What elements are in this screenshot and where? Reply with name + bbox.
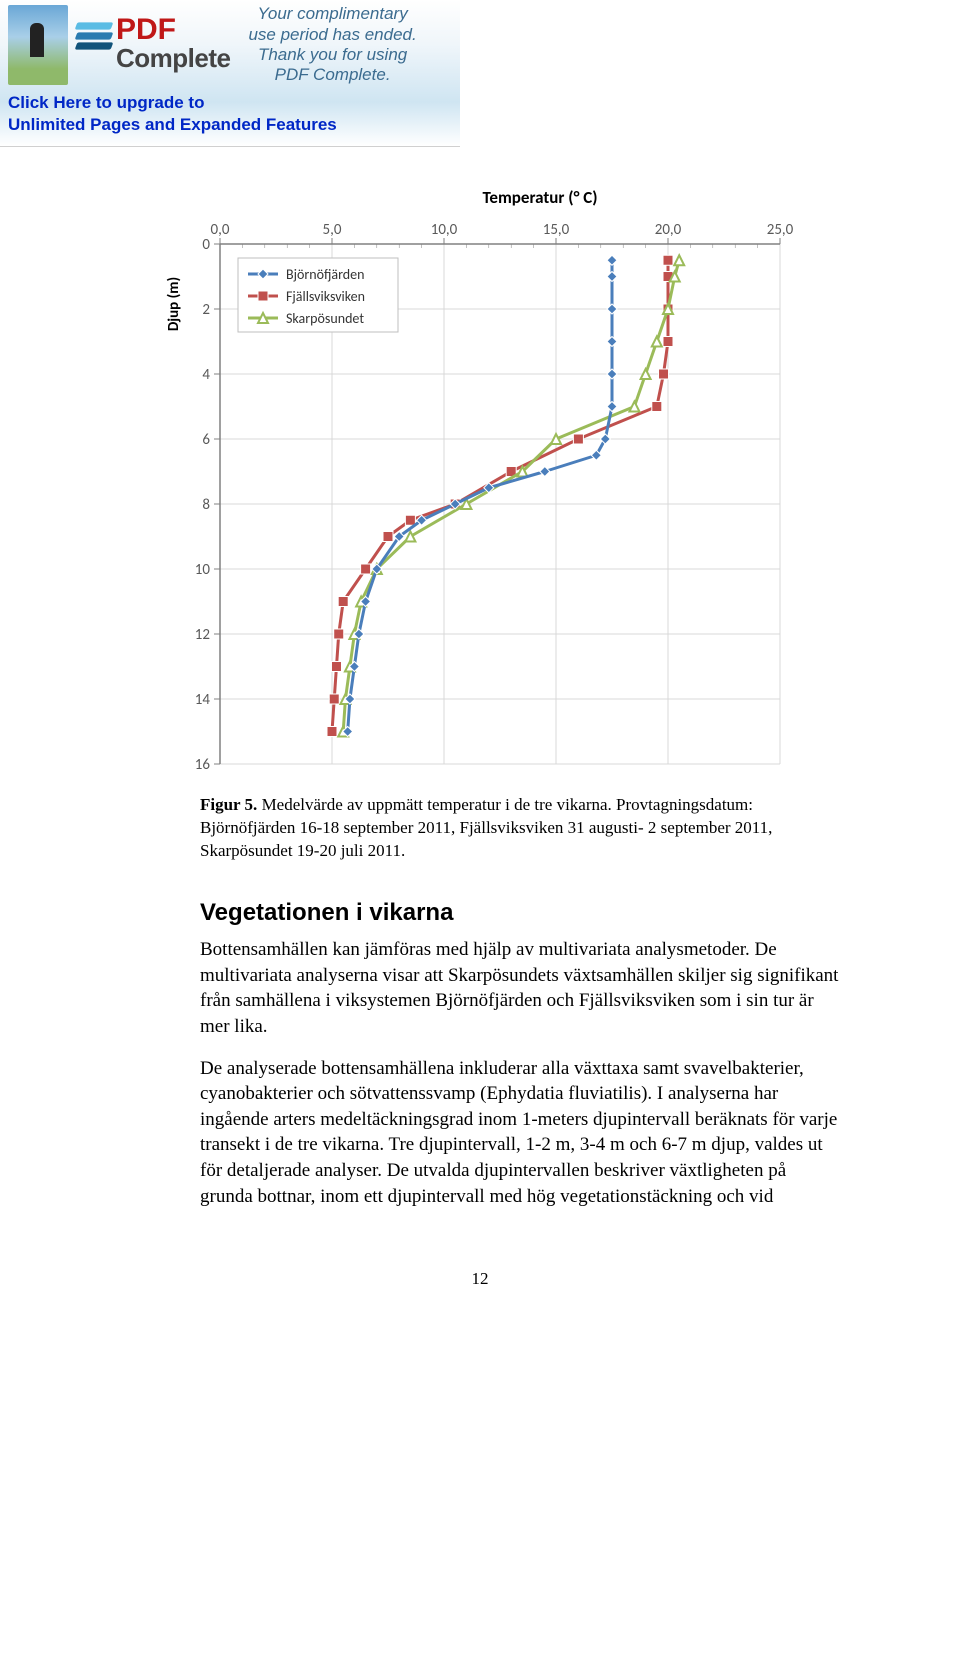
pdf-complete-banner: PDF Complete Your complimentary use peri… bbox=[0, 0, 460, 147]
figure-caption: Figur 5. Medelvärde av uppmätt temperatu… bbox=[200, 794, 840, 863]
svg-text:6: 6 bbox=[202, 431, 210, 449]
svg-text:20,0: 20,0 bbox=[655, 221, 682, 239]
chart-title: Temperatur (° C) bbox=[220, 187, 860, 208]
svg-text:5,0: 5,0 bbox=[323, 221, 342, 239]
svg-text:8: 8 bbox=[202, 496, 210, 514]
chart-container: Temperatur (° C) 0,05,010,015,020,025,00… bbox=[160, 187, 860, 774]
svg-text:Fjällsviksviken: Fjällsviksviken bbox=[286, 288, 365, 305]
banner-msg-line: Your complimentary bbox=[248, 4, 416, 24]
banner-msg-line: Thank you for using bbox=[248, 45, 416, 65]
banner-logo: PDF Complete bbox=[76, 16, 230, 74]
svg-text:14: 14 bbox=[195, 691, 211, 709]
banner-bottom: Click Here to upgrade to Unlimited Pages… bbox=[0, 90, 460, 146]
banner-msg-line: PDF Complete. bbox=[248, 65, 416, 85]
svg-text:Skarpösundet: Skarpösundet bbox=[286, 310, 364, 327]
paragraph-2: De analyserade bottensamhällena inkluder… bbox=[200, 1056, 840, 1210]
banner-photo bbox=[8, 5, 68, 85]
logo-stack-icon bbox=[76, 22, 112, 58]
svg-text:0,0: 0,0 bbox=[211, 221, 230, 239]
banner-msg-line: use period has ended. bbox=[248, 25, 416, 45]
temperature-depth-chart: 0,0 5,0 10,0 15,0 20,0 25,0 0 2 4 6 8 10 12 14 16 Djup … bbox=[160, 214, 800, 774]
svg-text:10,0: 10,0 bbox=[431, 221, 458, 239]
paragraph-1: Bottensamhällen kan jämföras med hjälp a… bbox=[200, 937, 840, 1040]
svg-text:2: 2 bbox=[202, 301, 210, 319]
svg-text:10: 10 bbox=[195, 561, 211, 579]
page-number: 12 bbox=[0, 1269, 960, 1289]
caption-prefix: Figur 5. bbox=[200, 795, 257, 814]
svg-text:4: 4 bbox=[202, 366, 210, 384]
svg-text:15,0: 15,0 bbox=[543, 221, 570, 239]
upgrade-link-line: Click Here to upgrade to bbox=[8, 92, 452, 114]
svg-text:Björnöfjärden: Björnöfjärden bbox=[286, 266, 364, 283]
svg-text:16: 16 bbox=[195, 756, 211, 774]
banner-top: PDF Complete Your complimentary use peri… bbox=[0, 0, 460, 90]
svg-text:12: 12 bbox=[195, 626, 210, 644]
logo-pdf-text: PDF bbox=[116, 16, 230, 43]
banner-message: Your complimentary use period has ended.… bbox=[248, 4, 416, 86]
svg-text:0: 0 bbox=[202, 236, 210, 254]
upgrade-link[interactable]: Click Here to upgrade to Unlimited Pages… bbox=[8, 92, 452, 136]
upgrade-link-line: Unlimited Pages and Expanded Features bbox=[8, 114, 452, 136]
logo-text: PDF Complete bbox=[116, 16, 230, 74]
svg-text:25,0: 25,0 bbox=[767, 221, 794, 239]
svg-text:Djup (m): Djup (m) bbox=[165, 277, 183, 331]
section-heading: Vegetationen i vikarna bbox=[200, 899, 840, 927]
logo-complete-text: Complete bbox=[116, 43, 230, 74]
caption-text: Medelvärde av uppmätt temperatur i de tr… bbox=[200, 795, 772, 860]
